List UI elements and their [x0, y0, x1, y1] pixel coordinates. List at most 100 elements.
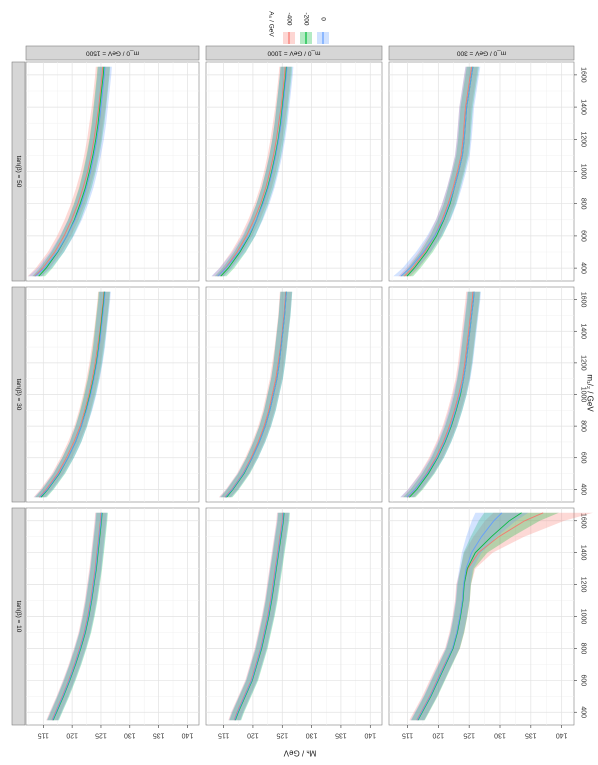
y-axis-tick-label: 120 [247, 732, 259, 739]
y-axis-tick-label: 135 [335, 732, 347, 739]
y-axis-tick-label: 125 [95, 732, 107, 739]
ribbon-series--200 [411, 512, 559, 721]
panel-series-group [33, 291, 111, 498]
x-axis-tick-label: 1400 [580, 545, 587, 561]
line-series-0 [39, 291, 106, 498]
line-series--400 [51, 512, 102, 721]
line-series-0 [234, 512, 284, 721]
line-series-0 [217, 66, 288, 277]
facet-strip-tanbeta [11, 61, 26, 282]
line-series--200 [417, 512, 522, 721]
y-axis-tick-label: 140 [364, 732, 376, 739]
line-series-0 [52, 512, 102, 721]
y-axis-tick-label: 140 [556, 732, 568, 739]
ribbon-series--200 [400, 66, 479, 277]
y-axis-tick-label: 135 [525, 732, 537, 739]
x-axis-tick-label: 1600 [580, 292, 587, 308]
facet-strip-label: tan(β) = 10 [15, 601, 22, 633]
x-axis-tick-label: 800 [580, 420, 587, 432]
panel-series-group [393, 66, 481, 277]
x-axis-tick-label: 400 [580, 706, 587, 718]
line-series--400 [404, 66, 473, 277]
ribbon-series-0 [46, 512, 108, 721]
ribbon-series-0 [400, 291, 481, 498]
x-axis-tick-label: 400 [580, 262, 587, 274]
line-series--400 [407, 291, 474, 498]
facet-strip-label: m_0 / GeV = 1000 [267, 50, 320, 57]
line-series-0 [417, 512, 503, 721]
panel-series-group [211, 66, 294, 277]
legend-entry-label: -400 [286, 12, 293, 25]
facet-strip-label: m_0 / GeV = 300 [456, 50, 506, 57]
panel-series-group [27, 66, 112, 277]
ribbon-series-0 [228, 512, 290, 721]
x-axis-tick-label: 1400 [580, 99, 587, 115]
ribbon-series--400 [27, 66, 110, 277]
facet-strip-m0 [388, 45, 575, 61]
x-axis-tick-label: 1200 [580, 355, 587, 371]
ribbon-series--400 [228, 512, 289, 721]
y-axis-tick-label: 135 [153, 732, 165, 739]
x-axis-tick-label: 1000 [580, 609, 587, 625]
line-series--400 [224, 291, 287, 498]
line-series-0 [406, 291, 475, 498]
y-axis-title: Mₕ / GeV [283, 749, 316, 758]
line-series-0 [34, 66, 106, 277]
facet-strip-tanbeta [11, 286, 26, 503]
grid-layer [26, 62, 574, 725]
x-axis-tick-label: 1600 [580, 67, 587, 83]
axis-layer: 400 600 800 1000 1200 1400 1600 400 600 800 1000 12… [38, 67, 595, 757]
y-axis-tick-label: 140 [182, 732, 194, 739]
panel-layer [25, 61, 575, 726]
panel-series-group [400, 291, 481, 498]
x-axis-title: m₁/₂ / GeV [586, 374, 595, 412]
ribbon-series-0 [393, 66, 481, 277]
panel-series-group [46, 512, 108, 721]
y-axis-tick-label: 130 [124, 732, 136, 739]
x-axis-tick-label: 1000 [580, 387, 587, 403]
ribbon-series-0 [28, 66, 112, 277]
line-series--200 [220, 66, 287, 277]
line-series--200 [52, 512, 103, 721]
legend-title: A₀ / GeV [268, 11, 275, 37]
ribbon-series--400 [46, 512, 107, 721]
ribbon-series--200 [403, 291, 481, 498]
panel-series-group [409, 512, 593, 721]
facet-strip-tanbeta [11, 507, 26, 726]
facet-strip-label: m_0 / GeV = 1500 [86, 50, 139, 57]
y-axis-tick-label: 130 [494, 732, 506, 739]
x-axis-tick-label: 1400 [580, 323, 587, 339]
facet-strip-m0 [205, 45, 383, 61]
line-series-0 [225, 291, 287, 498]
ribbon-series-0 [410, 512, 529, 721]
panel-series-group [228, 512, 290, 721]
y-axis-tick-label: 120 [66, 732, 78, 739]
ribbon-series--200 [32, 66, 111, 277]
y-axis-tick-label: 125 [463, 732, 475, 739]
legend: A₀ / GeV -400 -200 0 [268, 11, 329, 44]
x-axis-tick-label: 600 [580, 452, 587, 464]
panel-series-group [218, 291, 293, 498]
x-axis-tick-label: 1200 [580, 132, 587, 148]
y-axis-tick-label: 125 [276, 732, 288, 739]
line-series--400 [34, 66, 104, 277]
facet-strip-label: tan(β) = 50 [15, 156, 22, 188]
x-axis-tick-label: 1200 [580, 577, 587, 593]
line-series-0 [400, 66, 474, 277]
strip-layer: m_0 / GeV = 300 m_0 / GeV = 1000 m_0 / GeV… [11, 45, 575, 726]
legend-entry-label: -200 [303, 12, 310, 25]
y-axis-tick-label: 115 [402, 732, 413, 739]
line-series--400 [233, 512, 284, 721]
line-series--400 [38, 291, 105, 498]
y-axis-tick-label: 130 [306, 732, 318, 739]
y-axis-tick-label: 115 [218, 732, 229, 739]
y-axis-tick-label: 115 [38, 732, 49, 739]
ribbon-series--200 [47, 512, 108, 721]
x-axis-tick-label: 400 [580, 484, 587, 496]
ribbon-series--200 [229, 512, 290, 721]
x-axis-tick-label: 1600 [580, 513, 587, 529]
x-axis-tick-label: 800 [580, 198, 587, 210]
x-axis-tick-label: 1000 [580, 164, 587, 180]
x-axis-tick-label: 600 [580, 674, 587, 686]
